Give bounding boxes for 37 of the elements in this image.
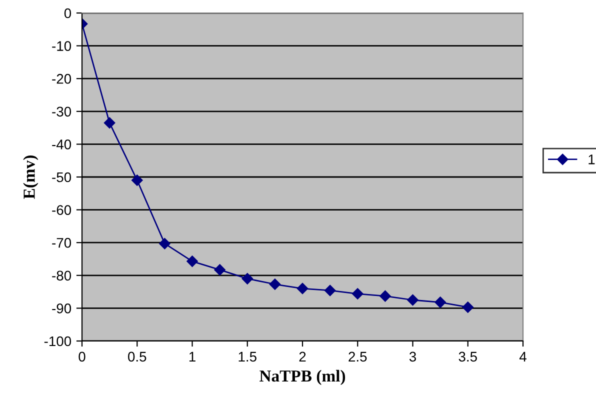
y-tick-label: -10 [52, 41, 72, 51]
point [242, 273, 253, 284]
point [324, 284, 336, 296]
y-tick-label: -50 [52, 172, 72, 182]
x-tick-label: 3.5 [458, 352, 477, 362]
y-tick-label: 0 [64, 8, 72, 18]
point [407, 294, 418, 306]
point [104, 117, 116, 128]
y-tick-label: -20 [52, 74, 72, 84]
point [462, 302, 474, 313]
legend-label: 1 [588, 154, 595, 164]
y-axis-title: E(mv) [23, 156, 38, 199]
x-tick-label: 0 [78, 352, 86, 362]
point [186, 256, 198, 267]
point [214, 264, 226, 276]
point [352, 288, 364, 300]
y-tick-label: -90 [52, 304, 72, 314]
point [434, 296, 446, 308]
point [132, 174, 143, 186]
x-tick-label: 4 [519, 352, 526, 362]
y-tick-label: -100 [44, 336, 72, 346]
y-tick-label: -40 [52, 140, 72, 150]
point [296, 282, 308, 294]
x-axis-title: NaTPB (ml) [260, 370, 346, 386]
y-tick-label: -80 [52, 270, 72, 281]
y-tick-label: -60 [52, 205, 72, 215]
x-tick-label: 3 [409, 352, 416, 362]
point [159, 238, 170, 250]
x-tick-label: 1.5 [238, 352, 256, 362]
point [269, 278, 281, 290]
x-tick-label: 2.5 [348, 352, 367, 362]
x-tick-label: 2 [299, 352, 306, 362]
x-tick-label: 0.5 [128, 352, 146, 362]
x-tick-label: 1 [189, 352, 196, 362]
point [380, 290, 391, 302]
y-tick-label: -30 [52, 106, 72, 117]
y-tick-label: -70 [52, 238, 72, 248]
